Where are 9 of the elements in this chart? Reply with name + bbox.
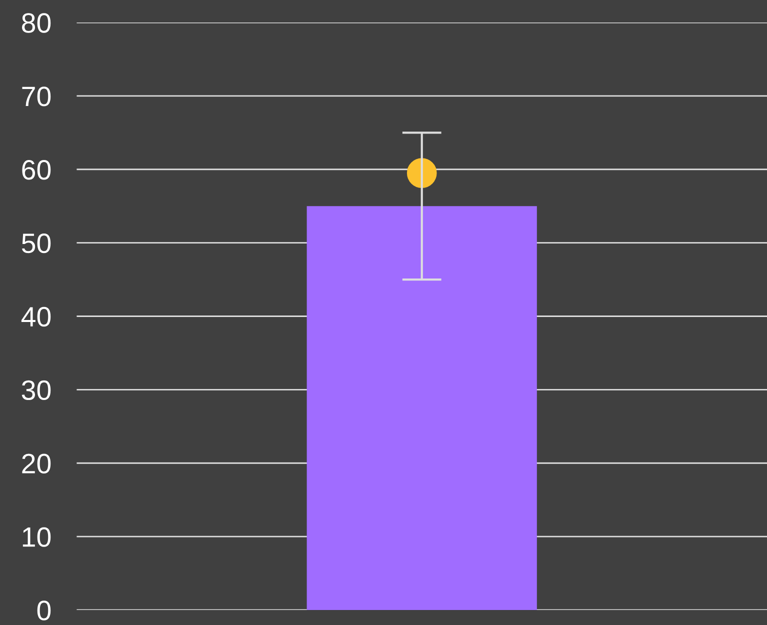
y-tick-label: 0 xyxy=(37,600,51,620)
y-tick-label: 10 xyxy=(22,527,51,547)
y-tick-label: 70 xyxy=(22,86,51,106)
y-tick-label: 40 xyxy=(21,306,51,327)
y-tick-label: 20 xyxy=(22,454,51,474)
y-tick-label: 80 xyxy=(22,13,51,33)
y-tick-label: 50 xyxy=(22,233,51,254)
y-tick-label: 30 xyxy=(22,380,51,400)
y-tick-label: 60 xyxy=(22,160,51,180)
